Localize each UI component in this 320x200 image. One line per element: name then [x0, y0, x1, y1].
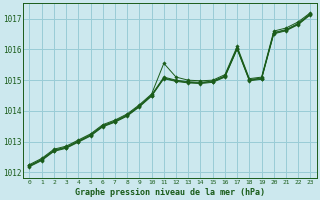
X-axis label: Graphe pression niveau de la mer (hPa): Graphe pression niveau de la mer (hPa) [75, 188, 265, 197]
